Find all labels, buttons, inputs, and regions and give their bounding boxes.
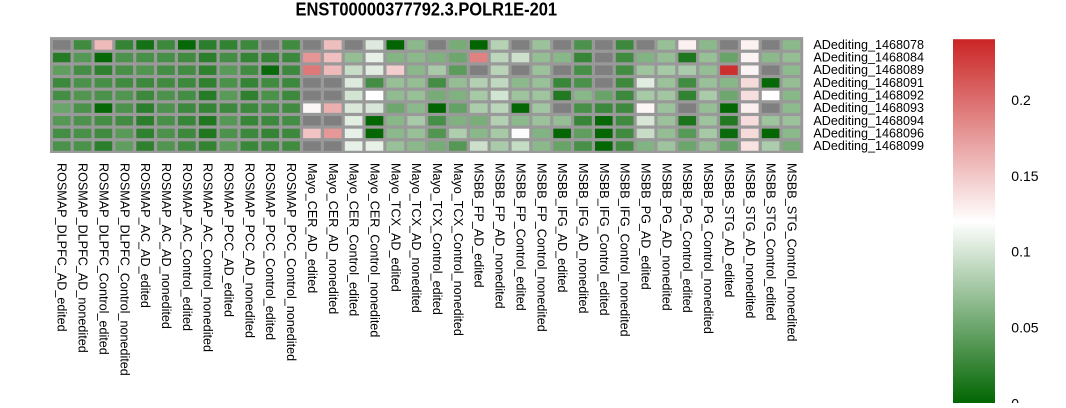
svg-text:0.1: 0.1 xyxy=(1011,244,1031,260)
svg-text:MSBB_STG_Control_edited: MSBB_STG_Control_edited xyxy=(764,163,778,321)
svg-text:MSBB_FP_AD_edited: MSBB_FP_AD_edited xyxy=(472,163,486,288)
svg-text:Mayo_TCX_Control_nonedited: Mayo_TCX_Control_nonedited xyxy=(451,163,465,336)
svg-text:MSBB_IFG_AD_nonedited: MSBB_IFG_AD_nonedited xyxy=(576,163,590,314)
svg-text:MSBB_PG_Control_edited: MSBB_PG_Control_edited xyxy=(680,163,694,313)
svg-text:ADediting_1468091: ADediting_1468091 xyxy=(813,76,924,90)
svg-text:ROSMAP_PCC_AD_edited: ROSMAP_PCC_AD_edited xyxy=(222,163,236,317)
svg-text:MSBB_IFG_AD_edited: MSBB_IFG_AD_edited xyxy=(555,163,569,293)
svg-text:MSBB_IFG_Control_edited: MSBB_IFG_Control_edited xyxy=(597,163,611,316)
svg-text:ROSMAP_AC_AD_nonedited: ROSMAP_AC_AD_nonedited xyxy=(159,163,173,329)
svg-text:MSBB_FP_AD_nonedited: MSBB_FP_AD_nonedited xyxy=(493,163,507,309)
svg-text:ADediting_1468094: ADediting_1468094 xyxy=(813,114,924,128)
svg-text:ADediting_1468093: ADediting_1468093 xyxy=(813,101,924,115)
svg-text:ADediting_1468092: ADediting_1468092 xyxy=(813,88,924,102)
svg-text:MSBB_PG_Control_nonedited: MSBB_PG_Control_nonedited xyxy=(701,163,715,334)
svg-text:ADediting_1468096: ADediting_1468096 xyxy=(813,126,924,140)
svg-text:Mayo_TCX_AD_nonedited: Mayo_TCX_AD_nonedited xyxy=(409,163,423,313)
svg-text:ROSMAP_DLPFC_AD_edited: ROSMAP_DLPFC_AD_edited xyxy=(55,163,69,332)
svg-text:ROSMAP_AC_AD_edited: ROSMAP_AC_AD_edited xyxy=(138,163,152,308)
svg-text:MSBB_FP_Control_edited: MSBB_FP_Control_edited xyxy=(513,163,527,311)
svg-text:MSBB_PG_AD_nonedited: MSBB_PG_AD_nonedited xyxy=(659,163,673,311)
svg-text:MSBB_STG_AD_nonedited: MSBB_STG_AD_nonedited xyxy=(743,163,757,318)
svg-text:ROSMAP_PCC_Control_nonedited: ROSMAP_PCC_Control_nonedited xyxy=(284,163,298,361)
svg-text:MSBB_STG_Control_nonedited: MSBB_STG_Control_nonedited xyxy=(784,163,798,342)
svg-text:ADediting_1468084: ADediting_1468084 xyxy=(813,51,924,65)
svg-text:Mayo_TCX_Control_edited: Mayo_TCX_Control_edited xyxy=(430,163,444,315)
svg-text:ENST00000377792.3.POLR1E-201: ENST00000377792.3.POLR1E-201 xyxy=(296,0,558,20)
svg-text:ADediting_1468078: ADediting_1468078 xyxy=(813,38,924,52)
svg-text:Mayo_TCX_AD_edited: Mayo_TCX_AD_edited xyxy=(388,163,402,292)
svg-text:ROSMAP_DLPFC_Control_nonedited: ROSMAP_DLPFC_Control_nonedited xyxy=(117,163,131,376)
svg-text:ADediting_1468099: ADediting_1468099 xyxy=(813,139,924,153)
svg-text:ROSMAP_PCC_Control_edited: ROSMAP_PCC_Control_edited xyxy=(263,163,277,340)
svg-text:MSBB_IFG_Control_nonedited: MSBB_IFG_Control_nonedited xyxy=(618,163,632,337)
svg-text:MSBB_STG_AD_edited: MSBB_STG_AD_edited xyxy=(722,163,736,297)
svg-text:0.15: 0.15 xyxy=(1011,168,1038,184)
svg-text:Mayo_CER_Control_nonedited: Mayo_CER_Control_nonedited xyxy=(367,163,381,337)
svg-text:ROSMAP_DLPFC_Control_edited: ROSMAP_DLPFC_Control_edited xyxy=(96,163,110,355)
svg-text:Mayo_CER_AD_edited: Mayo_CER_AD_edited xyxy=(305,163,319,293)
svg-text:Mayo_CER_AD_nonedited: Mayo_CER_AD_nonedited xyxy=(326,163,340,314)
svg-text:ADediting_1468089: ADediting_1468089 xyxy=(813,63,924,77)
svg-text:Mayo_CER_Control_edited: Mayo_CER_Control_edited xyxy=(347,163,361,316)
svg-text:MSBB_FP_Control_nonedited: MSBB_FP_Control_nonedited xyxy=(534,163,548,332)
svg-text:ROSMAP_PCC_AD_nonedited: ROSMAP_PCC_AD_nonedited xyxy=(242,163,256,338)
svg-text:ROSMAP_DLPFC_AD_nonedited: ROSMAP_DLPFC_AD_nonedited xyxy=(76,163,90,353)
svg-text:MSBB_PG_AD_edited: MSBB_PG_AD_edited xyxy=(639,163,653,290)
svg-text:ROSMAP_AC_Control_edited: ROSMAP_AC_Control_edited xyxy=(180,163,194,331)
svg-text:0: 0 xyxy=(1011,396,1019,403)
svg-text:0.2: 0.2 xyxy=(1011,92,1031,108)
svg-text:0.05: 0.05 xyxy=(1011,320,1038,336)
svg-text:ROSMAP_AC_Control_nonedited: ROSMAP_AC_Control_nonedited xyxy=(201,163,215,352)
